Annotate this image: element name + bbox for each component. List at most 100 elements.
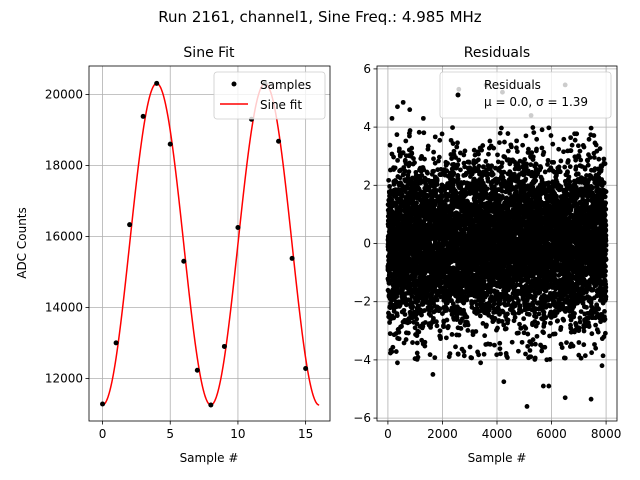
residual-point <box>454 144 460 150</box>
legend-samples-marker <box>231 81 237 87</box>
residual-point <box>431 149 437 155</box>
sine-fit-xtick-label: 5 <box>166 427 174 441</box>
residual-point <box>414 350 420 356</box>
residual-point <box>415 354 421 360</box>
residual-point <box>427 352 433 358</box>
residual-point <box>505 317 511 323</box>
figure-suptitle: Run 2161, channel1, Sine Freq.: 4.985 MH… <box>158 8 482 26</box>
residual-point <box>431 156 436 162</box>
residual-point <box>403 337 409 342</box>
sine-fit-xtick-label: 10 <box>230 427 245 441</box>
residual-point <box>461 152 467 158</box>
legend-samples-label: Samples <box>260 78 311 92</box>
residual-point <box>434 177 440 183</box>
residual-point <box>447 351 453 357</box>
sine-fit-ytick-label: 12000 <box>45 371 83 385</box>
residual-point <box>421 130 427 136</box>
residual-point <box>497 346 503 352</box>
residual-point <box>476 352 482 358</box>
residual-point <box>407 319 412 325</box>
sine-fit-ytick-label: 16000 <box>45 229 83 243</box>
sample-point <box>181 258 187 264</box>
sample-point <box>235 225 241 231</box>
sine-fit-marks <box>100 80 320 408</box>
residual-point <box>464 297 470 303</box>
residual-point <box>505 131 511 136</box>
residual-point <box>422 308 428 313</box>
residual-point <box>461 353 467 359</box>
residual-point <box>515 348 521 354</box>
residual-point <box>450 141 456 146</box>
sample-point <box>113 340 119 346</box>
residual-point <box>434 323 440 329</box>
sample-point <box>289 255 295 261</box>
residual-point <box>387 184 392 189</box>
residual-point <box>432 134 438 140</box>
residual-point <box>491 145 497 151</box>
residual-point <box>509 339 515 345</box>
residual-point <box>419 312 424 318</box>
residual-point <box>512 314 518 320</box>
residual-point <box>411 156 416 161</box>
residual-point <box>422 339 428 345</box>
residual-point <box>394 313 400 319</box>
residual-point <box>405 330 411 336</box>
residual-point <box>437 137 443 143</box>
residual-point <box>456 157 462 163</box>
sine-fit-ytick-label: 20000 <box>45 87 83 101</box>
residual-point <box>445 324 451 329</box>
residual-point <box>423 320 428 325</box>
sine-fit-legend: Samples Sine fit <box>213 71 326 120</box>
residual-point <box>519 339 525 345</box>
residual-point <box>458 167 463 173</box>
sine-fit-ytick-label: 18000 <box>45 158 83 172</box>
residual-point <box>505 148 511 154</box>
residual-point <box>514 138 519 144</box>
residual-point <box>465 322 471 328</box>
residual-point <box>483 158 489 164</box>
residual-point <box>404 302 409 308</box>
residual-point <box>481 351 487 357</box>
residual-point <box>455 162 461 168</box>
residual-point <box>449 332 455 337</box>
residual-point <box>462 148 468 154</box>
residual-point <box>484 186 490 192</box>
residual-point <box>436 154 442 160</box>
residual-point <box>391 154 396 160</box>
residual-point <box>414 316 420 322</box>
sample-point <box>154 80 160 86</box>
residual-point <box>409 151 415 157</box>
sine-fit-xlabel: Sample # <box>180 451 239 465</box>
residual-point <box>434 188 440 193</box>
residual-point <box>479 147 485 153</box>
residual-point <box>456 332 462 338</box>
residual-point <box>403 138 409 144</box>
legend-sine-fit-label: Sine fit <box>260 98 302 112</box>
residual-point <box>396 336 402 342</box>
residual-point <box>455 140 460 146</box>
residual-point <box>465 328 471 333</box>
residual-point <box>397 175 403 181</box>
residual-point <box>503 326 509 332</box>
residual-point <box>466 160 472 165</box>
residual-point <box>414 200 419 206</box>
sample-point <box>221 343 227 349</box>
residuals-title: Residuals <box>464 45 530 61</box>
residual-point <box>441 324 446 330</box>
sine-fit-legend-box <box>213 71 326 120</box>
residual-point <box>400 150 406 156</box>
residual-point <box>402 312 408 317</box>
residual-point <box>492 342 497 348</box>
sine-fit-title: Sine Fit <box>183 45 235 61</box>
residual-point <box>398 207 403 213</box>
residual-point <box>497 340 503 346</box>
sample-point <box>276 138 282 144</box>
residual-point <box>391 315 397 321</box>
residual-point <box>434 182 440 187</box>
residual-point <box>407 133 412 139</box>
residual-point <box>505 311 510 317</box>
residual-point <box>497 140 502 145</box>
